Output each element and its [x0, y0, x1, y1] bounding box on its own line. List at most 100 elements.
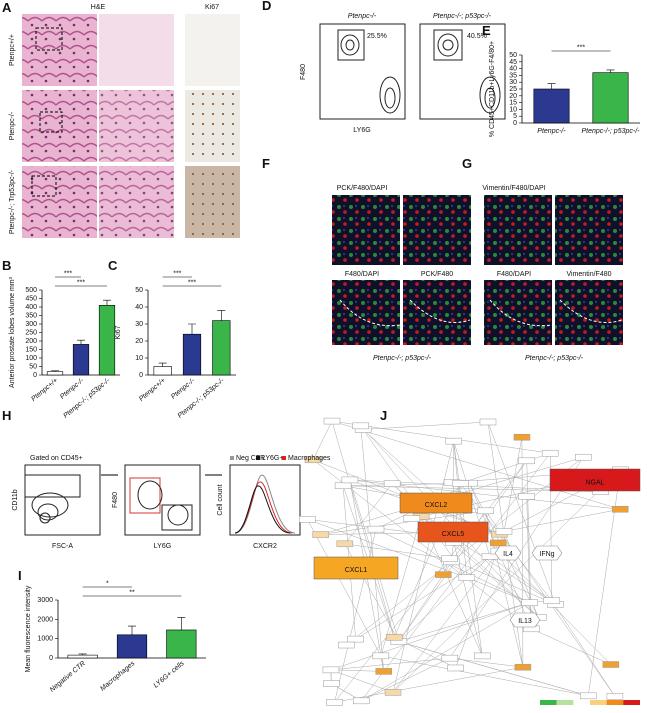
y-tick-label: 20: [509, 93, 517, 100]
bar: [116, 634, 148, 659]
edge: [330, 657, 450, 671]
column-title: H&E: [91, 4, 106, 11]
node-box: [606, 693, 624, 700]
edge: [503, 508, 621, 532]
x-tick-label: Ptenpc-/-: [170, 377, 197, 401]
axis-label: Anterior prostate lobes volume mm³: [9, 276, 16, 388]
significance-label: ***: [64, 271, 72, 278]
footer: Ptenpc-/-; p53pc-/-: [373, 355, 432, 362]
panel-label: J: [380, 408, 387, 423]
significance-label: *: [106, 581, 109, 588]
edge: [330, 602, 530, 671]
node-box: [334, 482, 352, 490]
node-box: [521, 599, 538, 606]
node-box: [372, 652, 390, 660]
axis-label: F480: [112, 492, 119, 508]
edge: [363, 421, 489, 430]
error-bar: [177, 617, 186, 630]
row-title: Ptenpc-/-: [9, 111, 16, 140]
panel-label: G: [462, 156, 472, 171]
edge: [360, 425, 539, 618]
edge: [312, 420, 333, 460]
node-box: [383, 480, 401, 487]
y-tick-label: 50: [509, 52, 517, 59]
edge: [392, 550, 500, 693]
node-box: [336, 540, 354, 548]
plot-title: Ptenpc-/-; p53pc-/-: [433, 13, 492, 20]
panel-label: D: [262, 0, 271, 13]
edge: [398, 460, 527, 642]
node-box: [322, 666, 340, 674]
node-box: [385, 634, 403, 641]
bar: [98, 304, 116, 376]
node-box: [323, 680, 340, 687]
y-tick-label: 0: [33, 372, 37, 379]
panel-label: E: [482, 23, 491, 38]
node-box: [447, 664, 464, 672]
edge: [531, 628, 611, 665]
edge: [551, 600, 616, 697]
node-box: [312, 531, 329, 538]
legend-entry: Macrophages: [288, 455, 331, 462]
node-box: [611, 505, 629, 513]
panel-label: C: [108, 258, 118, 273]
node-box: [518, 457, 535, 465]
node-label: CXCL5: [442, 531, 465, 538]
node-label: IFNg: [539, 551, 554, 558]
x-tick-label: Ptenpc+/+: [30, 377, 59, 403]
node-box: [541, 449, 559, 457]
edge: [487, 421, 556, 605]
legend-entry: LY6G+: [262, 455, 283, 462]
legend-swatch: [230, 456, 234, 460]
edge: [398, 556, 491, 642]
y-tick-label: 450: [25, 296, 37, 303]
edge: [355, 556, 491, 640]
bar: [182, 333, 202, 376]
caption: Vimentin/F480/DAPI: [482, 185, 545, 192]
axis-label: F480: [300, 64, 307, 80]
y-tick-label: 350: [25, 313, 37, 320]
caption: PCK/F480: [421, 271, 453, 278]
axis-label: LY6G: [353, 127, 370, 134]
color-scale-step: [573, 700, 590, 705]
node-box: [399, 492, 473, 514]
panel-d-plots: [319, 23, 506, 120]
panel-h-plots: [24, 464, 301, 536]
edge: [344, 543, 450, 560]
axis-label: % CD45+CD11b+Ly6G-F4/80+: [489, 41, 496, 137]
y-tick-label: 1000: [37, 636, 53, 643]
axis-label: FSC-A: [52, 543, 73, 550]
y-tick-label: 30: [135, 321, 143, 328]
error-bar: [547, 83, 556, 89]
y-tick-label: 100: [25, 355, 37, 362]
significance-label: ***: [77, 280, 85, 287]
axis-label: LY6G: [154, 543, 171, 550]
node-box: [479, 418, 497, 426]
node-label: CXCL2: [425, 502, 448, 509]
node-box: [341, 476, 359, 484]
bar: [592, 72, 629, 124]
caption: F480/DAPI: [345, 271, 379, 278]
node-shape: [509, 612, 541, 628]
node-box: [403, 515, 421, 522]
plot-title: Ptenpc-/-: [348, 13, 377, 20]
edge: [361, 657, 450, 702]
bar: [166, 629, 197, 659]
gate-label: Gated on CD45+: [30, 455, 83, 462]
edge: [503, 437, 523, 532]
bar: [533, 88, 570, 124]
caption: PCK/F480/DAPI: [337, 185, 388, 192]
legend-entry: Neg CTR: [236, 455, 265, 462]
edge: [392, 441, 454, 693]
node-box: [513, 433, 531, 441]
node-box: [602, 661, 620, 668]
y-tick-label: 15: [509, 100, 517, 107]
node-shape: [531, 545, 563, 561]
node-label: IL13: [518, 618, 532, 625]
error-bar: [51, 370, 59, 372]
bar: [67, 654, 98, 659]
x-tick-label: Macrophages: [99, 660, 136, 693]
edge: [392, 469, 621, 693]
axis-label: Mean fluorescence intensity: [25, 585, 32, 672]
